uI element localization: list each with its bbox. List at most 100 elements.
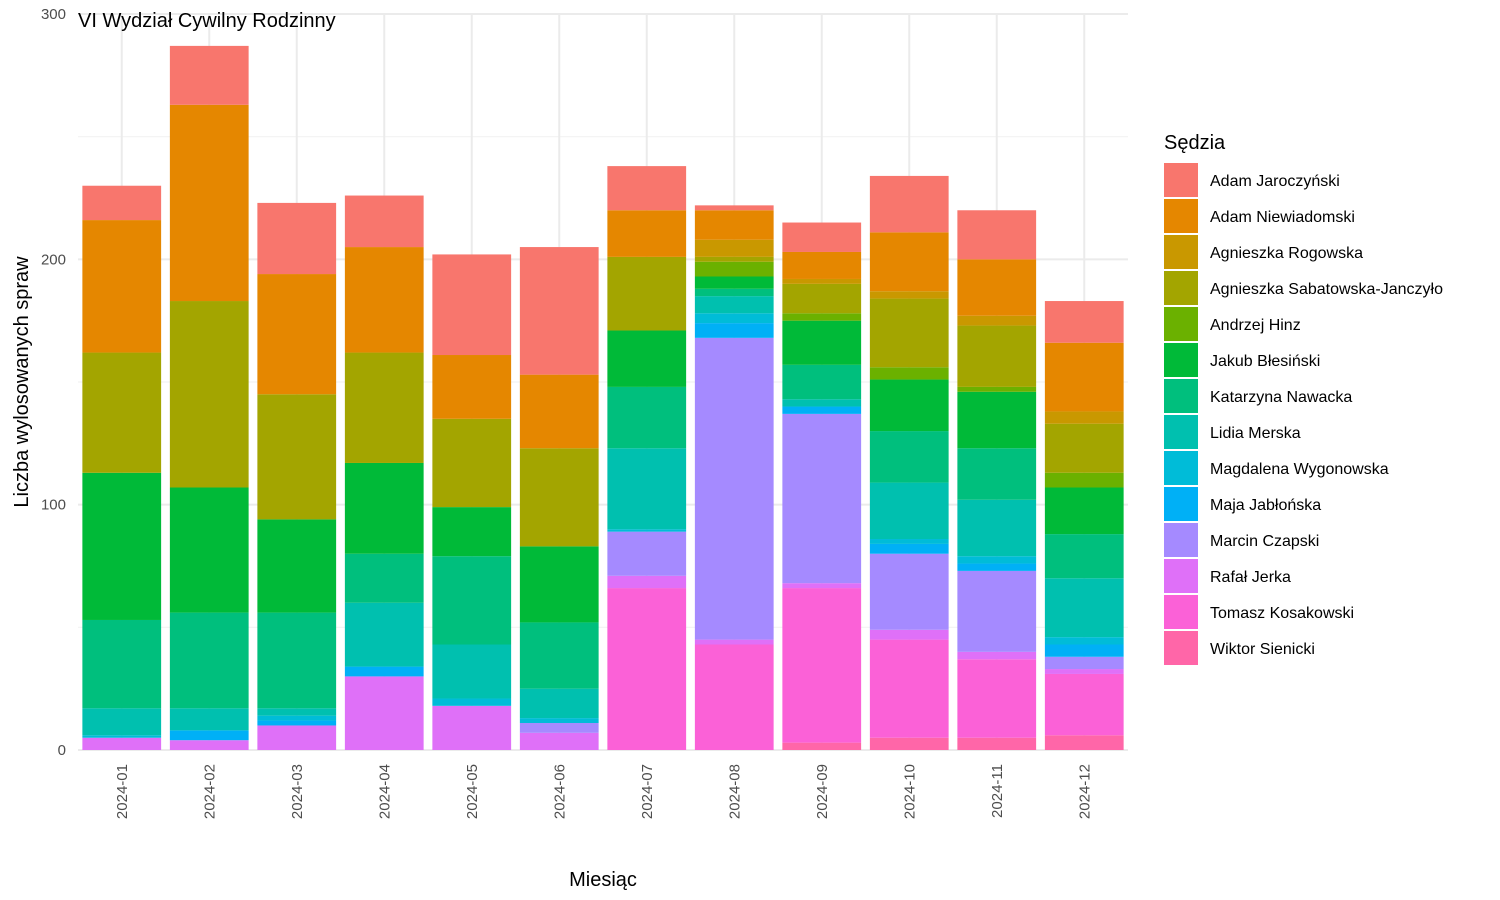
bar-segment bbox=[957, 448, 1037, 500]
legend-swatch bbox=[1164, 415, 1198, 449]
bar-segment bbox=[694, 337, 774, 640]
x-tick-label: 2024-09 bbox=[814, 764, 831, 819]
bar-segment bbox=[957, 210, 1037, 260]
bar-segment bbox=[607, 256, 687, 331]
bar-segment bbox=[257, 202, 337, 275]
bar-segment bbox=[957, 391, 1037, 449]
x-tick-label: 2024-12 bbox=[1076, 764, 1093, 819]
bar-segment bbox=[607, 529, 687, 532]
bar-segment bbox=[782, 742, 862, 750]
bar-segment bbox=[782, 251, 862, 279]
bar-segment bbox=[344, 602, 424, 667]
bar-segment bbox=[869, 291, 949, 299]
bar-segment bbox=[344, 462, 424, 554]
bar-segment bbox=[169, 301, 249, 488]
x-tick-label: 2024-05 bbox=[464, 764, 481, 819]
bar-segment bbox=[607, 448, 687, 530]
legend-label: Adam Niewiadomski bbox=[1210, 209, 1355, 226]
legend-swatch bbox=[1164, 487, 1198, 521]
bar-segment bbox=[782, 406, 862, 414]
bar-segment bbox=[782, 320, 862, 365]
bar-segment bbox=[82, 737, 162, 750]
y-axis-title: Liczba wylosowanych spraw bbox=[11, 256, 33, 508]
bar-segment bbox=[1044, 578, 1124, 638]
bar-segment bbox=[694, 276, 774, 289]
bar-segment bbox=[519, 723, 599, 733]
y-tick-label: 0 bbox=[58, 742, 66, 759]
bar-segment bbox=[82, 735, 162, 738]
legend: Sędzia Adam Jaroczyński Adam Niewiadomski… bbox=[1164, 132, 1443, 665]
bar-segment bbox=[257, 720, 337, 726]
y-tick-label: 200 bbox=[41, 251, 66, 268]
bar-segment bbox=[694, 256, 774, 262]
x-axis-ticks: 2024-01 2024-02 2024-03 2024-04 2024-05 2024-… bbox=[114, 764, 1094, 819]
bar-segment bbox=[169, 45, 249, 105]
bar-segment bbox=[607, 330, 687, 387]
bar-segment bbox=[957, 325, 1037, 387]
bar-segment bbox=[169, 740, 249, 750]
legend-label: Andrzej Hinz bbox=[1210, 317, 1301, 334]
legend-label: Tomasz Kosakowski bbox=[1210, 605, 1354, 622]
bar-segment bbox=[519, 247, 599, 375]
bar-segment bbox=[607, 575, 687, 589]
legend-label: Jakub Błesiński bbox=[1210, 353, 1320, 370]
legend-swatch bbox=[1164, 271, 1198, 305]
bar-segment bbox=[869, 232, 949, 292]
bar-segment bbox=[869, 539, 949, 544]
x-tick-label: 2024-04 bbox=[376, 764, 393, 819]
bar-segment bbox=[432, 507, 512, 557]
bar-segment bbox=[957, 659, 1037, 738]
bar-segment bbox=[432, 418, 512, 508]
legend-swatch bbox=[1164, 523, 1198, 557]
bar-segment bbox=[607, 588, 687, 750]
legend-swatch bbox=[1164, 631, 1198, 665]
legend-label: Marcin Czapski bbox=[1210, 533, 1319, 550]
legend-label: Wiktor Sienicki bbox=[1210, 641, 1315, 658]
bar-segment bbox=[1044, 411, 1124, 424]
bar-segment bbox=[957, 386, 1037, 392]
bar-segment bbox=[257, 274, 337, 395]
bar-segment bbox=[869, 175, 949, 233]
bar-segment bbox=[1044, 301, 1124, 343]
y-tick-label: 100 bbox=[41, 497, 66, 514]
bar-segment bbox=[694, 323, 774, 338]
legend-swatch bbox=[1164, 595, 1198, 629]
bar-segment bbox=[257, 725, 337, 750]
bar-segment bbox=[1044, 423, 1124, 473]
bar-segment bbox=[82, 708, 162, 736]
bar-segment bbox=[869, 543, 949, 554]
bar-segment bbox=[782, 583, 862, 589]
bar-segment bbox=[694, 639, 774, 645]
bar-segment bbox=[519, 622, 599, 689]
legend-label: Katarzyna Nawacka bbox=[1210, 389, 1352, 406]
x-tick-label: 2024-03 bbox=[289, 764, 306, 819]
bar-segment bbox=[519, 374, 599, 449]
bar-segment bbox=[344, 247, 424, 353]
bar-segment bbox=[82, 220, 162, 353]
bar-segment bbox=[432, 355, 512, 419]
x-tick-label: 2024-10 bbox=[901, 764, 918, 819]
bar-segment bbox=[519, 732, 599, 750]
legend-swatch bbox=[1164, 379, 1198, 413]
x-tick-label: 2024-07 bbox=[639, 764, 656, 819]
bar-segment bbox=[694, 644, 774, 750]
bar-segment bbox=[432, 556, 512, 645]
bar-segment bbox=[432, 698, 512, 706]
bar-segment bbox=[519, 718, 599, 724]
bar-segment bbox=[1044, 342, 1124, 412]
bar-segment bbox=[257, 394, 337, 520]
bar-segment bbox=[957, 651, 1037, 660]
bar-segment bbox=[82, 352, 162, 473]
bar-segment bbox=[782, 364, 862, 400]
x-tick-label: 2024-08 bbox=[726, 764, 743, 819]
bar-segment bbox=[519, 546, 599, 623]
bar-segment bbox=[344, 676, 424, 750]
bar-segment bbox=[82, 472, 162, 620]
bar-segment bbox=[432, 705, 512, 750]
legend-swatch bbox=[1164, 559, 1198, 593]
legend-label: Rafał Jerka bbox=[1210, 569, 1291, 586]
legend-label: Lidia Merska bbox=[1210, 425, 1301, 442]
bar-segment bbox=[1044, 735, 1124, 750]
x-tick-label: 2024-06 bbox=[551, 764, 568, 819]
bar-segment bbox=[869, 298, 949, 368]
